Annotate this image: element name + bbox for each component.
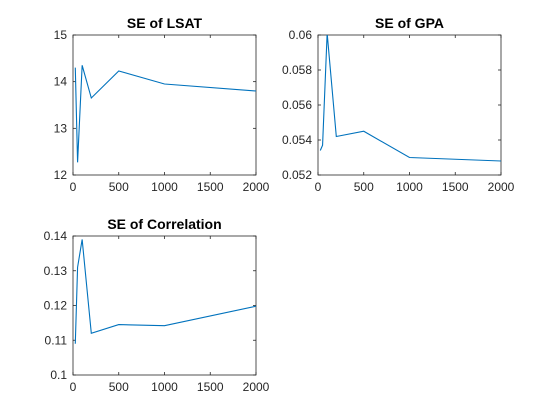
x-tick-label: 2000 [243, 380, 270, 394]
y-tick-label: 0.14 [44, 229, 68, 243]
x-tick-label: 1000 [396, 180, 423, 194]
plot-se-of-gpa: 0 500 1000 1500 2000 0.052 0.054 0.056 0.058 0.06… [282, 15, 515, 194]
y-tick-label: 0.1 [50, 368, 67, 382]
plot-se-of-lsat: 0 500 1000 1500 2000 12 13 14 15 SE of LSAT [54, 15, 270, 194]
y-tick-label: 0.056 [282, 98, 312, 112]
x-tick-label: 2000 [243, 180, 270, 194]
x-tick-label: 1000 [151, 180, 178, 194]
x-tick-label: 1500 [442, 180, 469, 194]
axes-box [72, 235, 257, 376]
y-tick-label: 0.06 [289, 28, 313, 42]
axes-box [72, 34, 257, 176]
y-tick-label: 0.058 [282, 63, 312, 77]
y-tick-label: 14 [54, 75, 68, 89]
x-tick-label: 1500 [197, 380, 224, 394]
chart-title: SE of GPA [375, 15, 444, 31]
series-line [74, 65, 256, 163]
y-tick-label: 0.11 [45, 333, 68, 347]
y-tick-label: 0.052 [282, 168, 312, 182]
series-line [74, 239, 256, 344]
axes-box [317, 34, 502, 176]
y-tick-label: 0.054 [282, 133, 312, 147]
y-tick-label: 0.13 [44, 264, 68, 278]
x-tick-label: 500 [109, 380, 129, 394]
plot-se-of-correlation: 0 500 1000 1500 2000 0.1 0.11 0.12 0.13 0.14 SE of… [44, 216, 270, 394]
y-tick-label: 13 [54, 121, 68, 135]
y-tick-label: 0.12 [44, 299, 68, 313]
y-tick-label: 12 [54, 168, 68, 182]
x-tick-label: 500 [354, 180, 374, 194]
x-tick-label: 2000 [488, 180, 515, 194]
x-tick-label: 1000 [151, 380, 178, 394]
y-tick-label: 15 [54, 28, 68, 42]
chart-title: SE of Correlation [107, 216, 221, 232]
x-tick-label: 500 [109, 180, 129, 194]
x-tick-label: 0 [315, 180, 322, 194]
x-tick-label: 0 [70, 380, 77, 394]
chart-title: SE of LSAT [127, 15, 203, 31]
x-tick-label: 0 [70, 180, 77, 194]
x-tick-label: 1500 [197, 180, 224, 194]
series-line [319, 35, 501, 162]
